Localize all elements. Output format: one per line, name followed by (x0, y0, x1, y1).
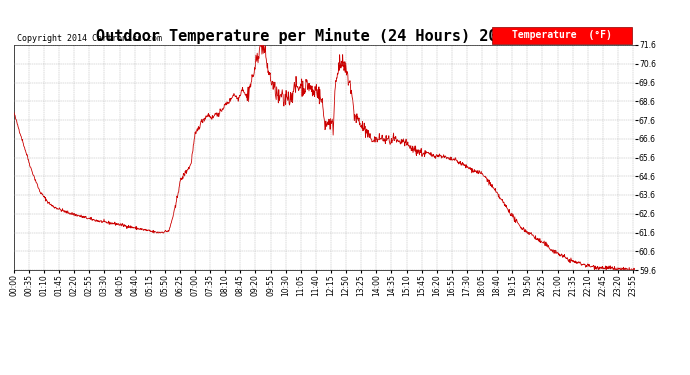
FancyBboxPatch shape (492, 27, 632, 44)
Text: Copyright 2014 Cartronics.com: Copyright 2014 Cartronics.com (17, 34, 162, 43)
Title: Outdoor Temperature per Minute (24 Hours) 20140723: Outdoor Temperature per Minute (24 Hours… (96, 28, 553, 44)
Text: Temperature  (°F): Temperature (°F) (512, 30, 612, 40)
